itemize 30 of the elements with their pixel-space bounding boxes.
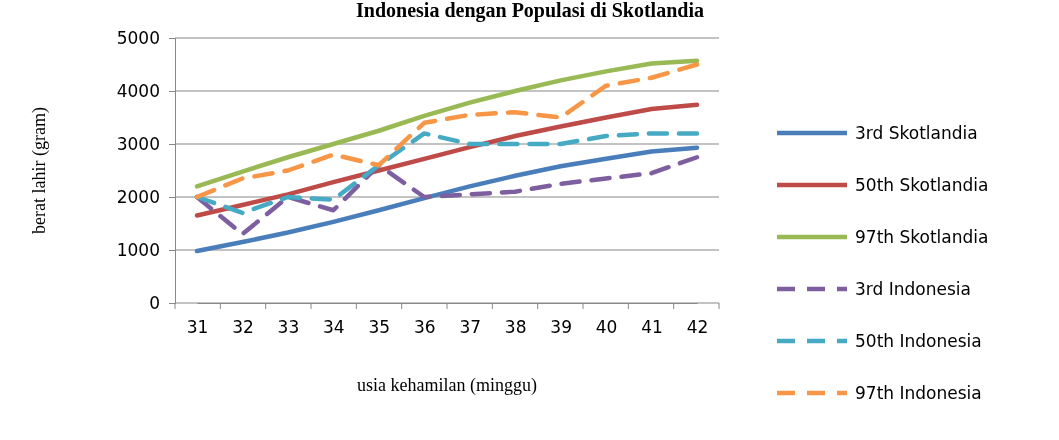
x-tick-label: 40	[595, 317, 618, 338]
x-tick-label: 38	[504, 317, 527, 338]
x-tick-label: 33	[277, 317, 300, 338]
legend-label: 50th Indonesia	[855, 330, 982, 351]
chart-title: Indonesia dengan Populasi di Skotlandia	[356, 0, 704, 22]
line-series	[194, 131, 700, 216]
line-series	[194, 145, 700, 254]
legend-label: 97th Skotlandia	[855, 226, 989, 247]
legend-label: 50th Skotlandia	[855, 174, 989, 195]
x-tick-label: 39	[550, 317, 572, 338]
y-tick-label: 2000	[116, 186, 160, 207]
x-tick-label: 32	[232, 317, 254, 338]
x-tick-label: 34	[323, 317, 345, 338]
x-tick-label: 31	[186, 317, 209, 338]
y-tick-label: 4000	[116, 80, 160, 101]
legend-label: 97th Indonesia	[855, 382, 982, 403]
x-tick-label: 41	[641, 317, 663, 338]
y-tick-label: 0	[149, 292, 160, 313]
x-tick-label: 36	[413, 317, 436, 338]
x-tick-label: 37	[459, 317, 482, 338]
legend-label: 3rd Skotlandia	[855, 122, 978, 143]
x-axis-title: usia kehamilan (minggu)	[357, 375, 537, 396]
line-series	[194, 102, 700, 218]
legend-label: 3rd Indonesia	[855, 278, 971, 299]
y-tick-label: 1000	[116, 239, 160, 260]
y-tick-label: 3000	[116, 133, 160, 154]
x-tick-label: 42	[686, 317, 709, 338]
y-tick-label: 5000	[116, 27, 160, 48]
x-tick-label: 35	[368, 317, 391, 338]
y-axis-title: berat lahir (gram)	[29, 107, 50, 234]
